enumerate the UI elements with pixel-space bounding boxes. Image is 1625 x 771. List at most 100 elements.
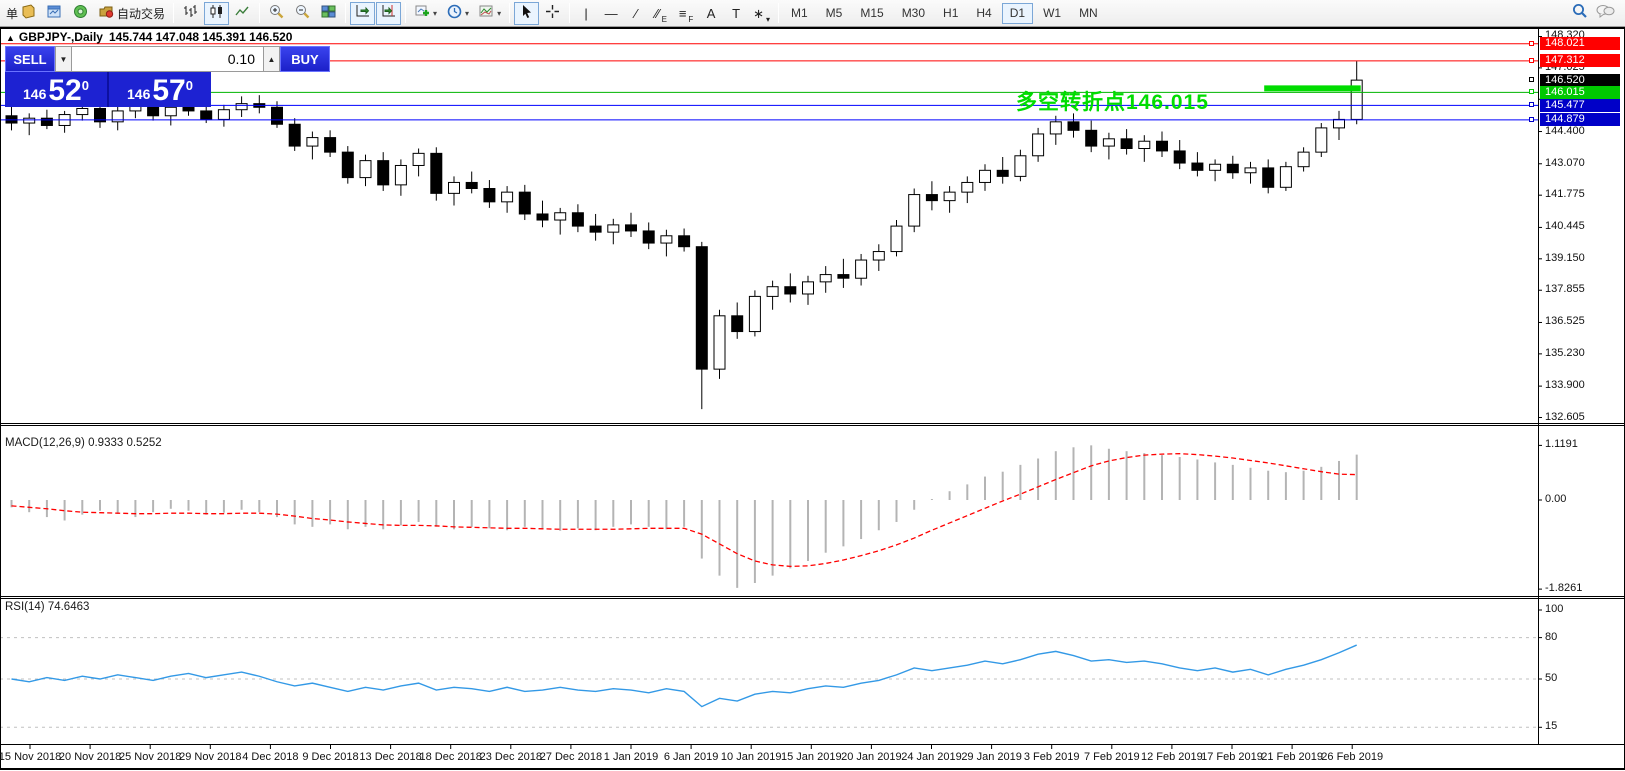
- price-axis-tick: 143.070: [1545, 156, 1585, 169]
- chevron-down-icon: ▾: [497, 8, 502, 18]
- signals-button[interactable]: [68, 2, 93, 25]
- chart-shift-icon: [380, 3, 397, 23]
- toolbar-separator: [405, 3, 407, 23]
- trendline-button[interactable]: ∕: [624, 2, 648, 25]
- chat-icon[interactable]: [1595, 2, 1615, 25]
- toolbar-separator: [259, 3, 261, 23]
- zoom-in-button[interactable]: [264, 2, 289, 25]
- macd-axis-tick: 1.1191: [1545, 438, 1578, 451]
- date-axis-tick: 7 Feb 2019: [1083, 751, 1140, 763]
- date-axis-tick: 24 Jan 2019: [901, 751, 962, 763]
- macd-axis-tick: -1.8261: [1545, 582, 1583, 595]
- timeframe-mn[interactable]: MN: [1079, 6, 1098, 20]
- buy-price-prefix: 146: [127, 86, 151, 102]
- chart-shift-button[interactable]: [376, 1, 402, 25]
- new-order-button-clipped[interactable]: 单: [2, 2, 41, 25]
- date-axis-tick: 12 Feb 2019: [1141, 751, 1203, 763]
- date-axis-tick: 18 Dec 2018: [419, 751, 482, 763]
- lot-decrease-button[interactable]: ▼: [55, 46, 72, 72]
- periods-icon: [446, 3, 463, 23]
- periods-button[interactable]: ▾: [442, 2, 473, 25]
- price-level-badge: 148.021: [1540, 37, 1620, 51]
- equidistant-channel-icon: ∕∕: [655, 5, 660, 21]
- arrows-button[interactable]: ∗ ▾: [749, 2, 774, 25]
- cursor-button[interactable]: [514, 1, 540, 25]
- timeframe-h4[interactable]: H4: [976, 6, 992, 20]
- collapse-panel-icon[interactable]: ▲: [6, 33, 15, 43]
- sell-button[interactable]: SELL: [5, 46, 55, 72]
- equidistant-channel-icon-sub: E: [661, 14, 667, 24]
- date-axis-tick: 20 Nov 2018: [58, 751, 122, 763]
- main-toolbar: 单 自动交易: [0, 0, 1625, 27]
- buy-price-big: 57: [152, 73, 186, 107]
- timeframe-h1[interactable]: H1: [943, 6, 959, 20]
- crosshair-button[interactable]: [540, 2, 565, 25]
- bar-chart-icon: [182, 3, 199, 23]
- vertical-line-icon: |: [584, 5, 588, 21]
- date-axis-tick: 21 Feb 2019: [1261, 751, 1323, 763]
- line-chart-button[interactable]: [230, 2, 255, 25]
- price-level-badge: 147.312: [1540, 54, 1620, 68]
- rsi-axis-tick: 50: [1545, 672, 1558, 684]
- zoom-out-button[interactable]: [290, 2, 315, 25]
- cursor-icon: [518, 3, 535, 23]
- vertical-line-button[interactable]: |: [574, 2, 598, 25]
- rsi-axis-tick: 80: [1545, 630, 1558, 643]
- auto-scroll-button[interactable]: [350, 1, 376, 25]
- fibonacci-icon: ≡: [678, 5, 687, 21]
- arrows-icon: ∗: [753, 5, 764, 21]
- timeframe-d1[interactable]: D1: [1001, 2, 1034, 24]
- text-label-button[interactable]: T: [724, 2, 748, 25]
- sell-price-sup: 0: [81, 78, 89, 93]
- date-axis-tick: 29 Jan 2019: [961, 751, 1022, 763]
- tile-windows-button[interactable]: [316, 2, 341, 25]
- price-axis-tick: 137.855: [1545, 283, 1585, 296]
- date-axis-tick: 15 Jan 2019: [781, 751, 842, 763]
- timeframe-m15[interactable]: M15: [860, 6, 884, 20]
- sell-price-display[interactable]: 146 52 0: [5, 72, 107, 107]
- date-axis-tick: 15 Nov 2018: [0, 751, 62, 763]
- search-icon[interactable]: [1571, 2, 1589, 25]
- date-axis-tick: 6 Jan 2019: [663, 751, 719, 763]
- buy-price-display[interactable]: 146 57 0: [109, 72, 211, 107]
- new-order-icon: [20, 3, 37, 23]
- equidistant-channel-button[interactable]: ∕∕ E: [649, 2, 673, 25]
- toolbar-separator: [173, 3, 175, 23]
- macd-label: MACD(12,26,9) 0.9333 0.5252: [5, 437, 162, 449]
- toolbar-separator: [509, 3, 511, 23]
- template-button[interactable]: ▾: [474, 2, 505, 25]
- text-icon: A: [706, 5, 716, 21]
- candlestick-chart-icon: [208, 3, 225, 23]
- buy-price-sup: 0: [185, 78, 193, 93]
- zoom-out-icon: [294, 3, 311, 23]
- horizontal-line-button[interactable]: —: [599, 2, 623, 25]
- fibonacci-button[interactable]: ≡ F: [674, 2, 698, 25]
- timeframe-m5[interactable]: M5: [825, 6, 843, 20]
- charts-window-button[interactable]: [42, 2, 67, 25]
- tile-windows-icon: [320, 3, 337, 23]
- date-axis-tick: 13 Dec 2018: [359, 751, 422, 763]
- price-level-pointer: [1529, 40, 1534, 46]
- text-button[interactable]: A: [699, 2, 723, 25]
- lot-size-input[interactable]: [72, 46, 263, 72]
- candlestick-chart-button[interactable]: [204, 1, 230, 25]
- buy-button[interactable]: BUY: [280, 46, 330, 72]
- price-level-pointer: [1529, 102, 1534, 108]
- timeframe-w1[interactable]: W1: [1043, 6, 1062, 20]
- price-axis-tick: 144.400: [1545, 124, 1585, 137]
- autotrade-button[interactable]: 自动交易: [94, 2, 169, 25]
- text-label-icon: T: [732, 5, 741, 21]
- charts-window-icon: [46, 3, 63, 23]
- lot-increase-button[interactable]: ▲: [263, 46, 280, 72]
- date-axis-tick: 20 Jan 2019: [841, 751, 902, 763]
- add-indicator-button[interactable]: ▾: [410, 2, 441, 25]
- timeframe-m1[interactable]: M1: [791, 6, 808, 20]
- rsi-axis-tick: 15: [1545, 720, 1558, 733]
- price-level-pointer: [1529, 116, 1534, 122]
- timeframe-m30[interactable]: M30: [901, 6, 926, 20]
- crosshair-icon: [544, 3, 561, 23]
- bar-chart-button[interactable]: [178, 2, 203, 25]
- price-axis-tick: 133.900: [1545, 379, 1585, 392]
